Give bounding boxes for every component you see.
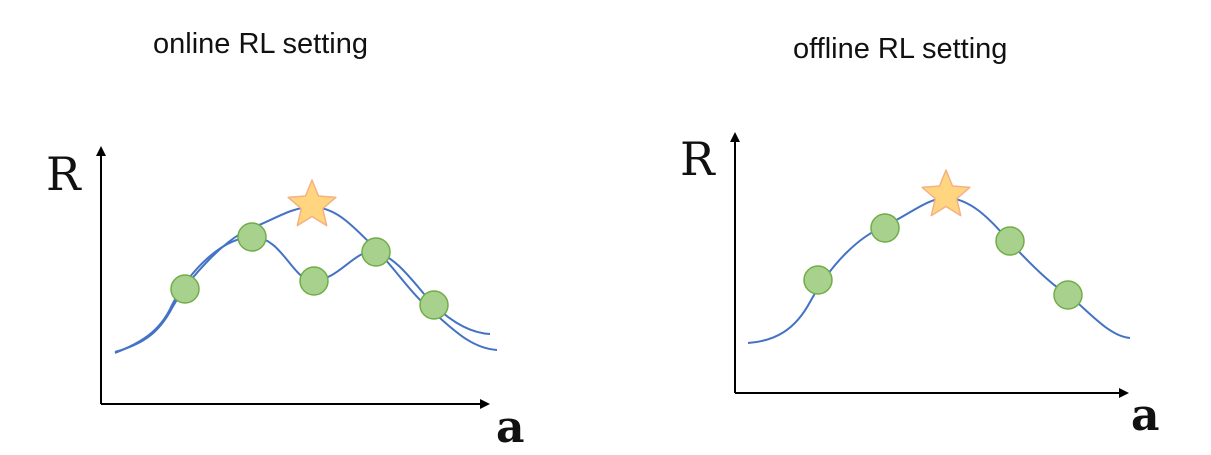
- offline-sample-point: [870, 213, 900, 243]
- online-panel: R a: [46, 146, 525, 453]
- online-sample-point: [419, 290, 449, 320]
- online-sample-point: [237, 222, 267, 252]
- offline-optimum-star-icon: [921, 169, 971, 217]
- offline-y-axis-label: R: [680, 132, 716, 186]
- online-optimum-star-icon: [287, 179, 337, 227]
- offline-sample-point: [803, 265, 833, 295]
- offline-true-reward-curve: [747, 196, 1131, 344]
- online-sample-point: [361, 237, 391, 267]
- offline-panel-title: offline RL setting: [793, 33, 1008, 65]
- offline-x-axis-label: a: [1131, 390, 1160, 441]
- offline-sample-point: [995, 226, 1025, 256]
- offline-panel: R a: [680, 132, 1160, 441]
- offline-sample-point: [1053, 280, 1083, 310]
- online-sample-point: [170, 274, 200, 304]
- online-panel-title: online RL setting: [153, 28, 368, 60]
- online-y-axis-label: R: [46, 147, 82, 201]
- online-sample-point: [299, 266, 329, 296]
- online-x-axis-label: a: [496, 402, 525, 453]
